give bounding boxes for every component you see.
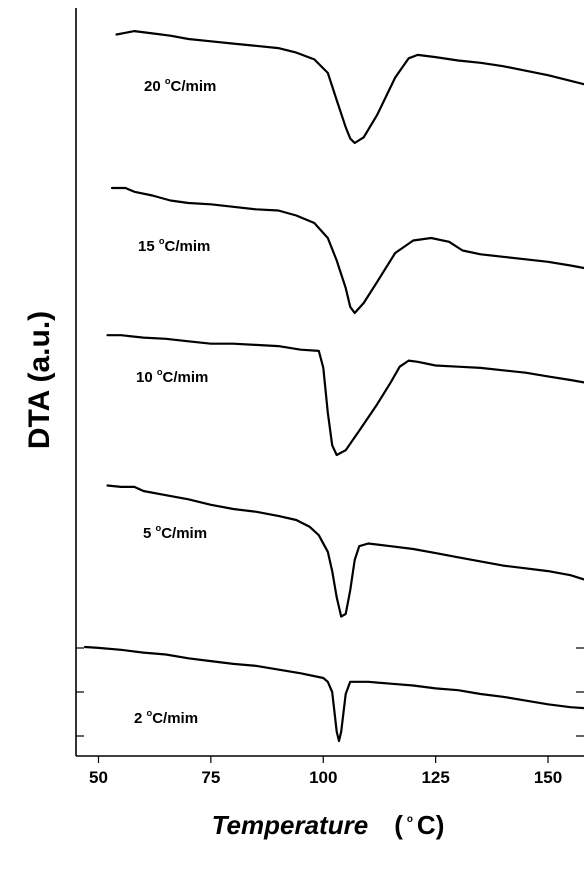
curve-label-5: 5 oC/mim: [143, 523, 207, 542]
curve-label-10: 10 oC/mim: [136, 367, 208, 386]
curve-label-value: 15: [138, 238, 159, 255]
curve-label-unit: C/mim: [161, 525, 207, 542]
curve-label-unit: C/mim: [171, 78, 217, 95]
curve-label-value: 10: [136, 369, 157, 386]
curve-label-value: 5: [143, 525, 156, 542]
curve-label-2: 2 oC/mim: [134, 708, 198, 727]
x-axis-ticks: [97, 756, 549, 763]
y-axis-ticks: [76, 647, 584, 737]
curve-label-degree: o: [157, 367, 163, 377]
x-tick-label: 75: [201, 768, 220, 787]
dta-curve-10: [106, 334, 584, 457]
x-tick-labels: 50 75 100 125 150: [89, 768, 562, 787]
curve-label-degree: o: [156, 523, 162, 533]
x-tick-label: 100: [309, 768, 337, 787]
dta-curve-5: [106, 484, 584, 618]
curve-label-15: 15 oC/mim: [138, 236, 210, 255]
y-axis-label: DTA (a.u.): [23, 311, 56, 449]
curve-label-value: 20: [144, 78, 165, 95]
x-tick-label: 50: [89, 768, 108, 787]
curve-label-degree: o: [159, 236, 165, 246]
curve-label-value: 2: [134, 710, 147, 727]
x-axis-label-text: Temperature: [212, 810, 369, 840]
x-axis-unit-open: (: [394, 810, 403, 840]
curve-label-degree: o: [147, 708, 153, 718]
curve-label-unit: C/mim: [163, 369, 209, 386]
dta-curves: [83, 30, 584, 743]
curve-label-20: 20 oC/mim: [144, 76, 216, 95]
dta-curve-2: [83, 645, 584, 743]
dta-curve-15: [110, 186, 584, 315]
axes: [75, 8, 584, 757]
x-axis-unit-degree: o: [407, 814, 413, 825]
curve-label-unit: C/mim: [165, 238, 211, 255]
x-axis-label: Temperature ( o C): [212, 809, 445, 840]
x-tick-label: 125: [421, 768, 449, 787]
curve-label-unit: C/mim: [152, 710, 198, 727]
x-tick-label: 150: [534, 768, 562, 787]
x-axis-unit-close: C): [417, 810, 444, 840]
curve-label-degree: o: [165, 76, 171, 86]
dta-curve-20: [115, 30, 584, 145]
